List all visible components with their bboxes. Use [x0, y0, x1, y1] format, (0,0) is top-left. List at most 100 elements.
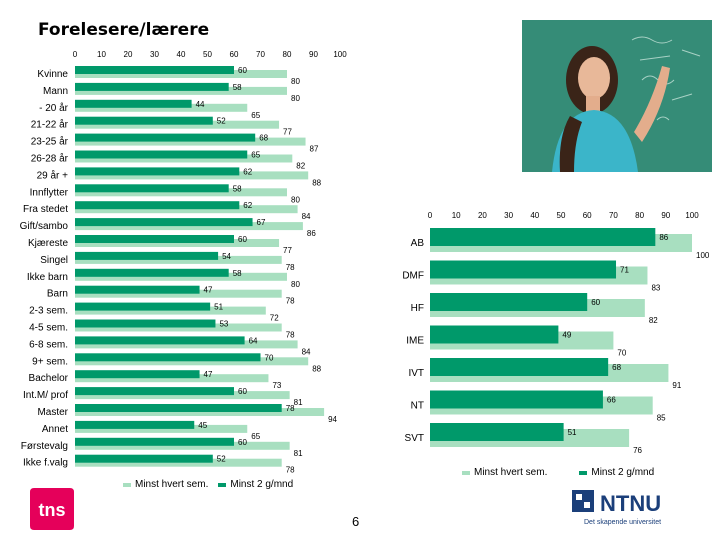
- legend-swatch-minst-hvert-sem: [123, 482, 131, 487]
- bar-minst-2-g-mnd-fra-stedet: [75, 201, 240, 210]
- value-label-minst-2-g-mnd: 52: [217, 117, 226, 126]
- value-label-minst-hvert-sem: 82: [296, 162, 305, 171]
- category-label-20-år: - 20 år: [39, 102, 69, 114]
- bar-minst-2-g-mnd-21-22-år: [75, 116, 213, 125]
- legend-right: Minst hvert sem. Minst 2 g/mnd: [462, 467, 654, 478]
- x-tick-label: 80: [283, 50, 292, 59]
- x-tick-label: 30: [504, 211, 513, 220]
- bar-minst-2-g-mnd-ab: [430, 228, 656, 246]
- x-tick-label: 10: [97, 50, 106, 59]
- value-label-minst-hvert-sem: 91: [672, 381, 681, 390]
- value-label-minst-hvert-sem: 65: [251, 111, 260, 120]
- bar-minst-2-g-mnd-29-år: [75, 167, 240, 176]
- value-label-minst-2-g-mnd: 51: [214, 303, 223, 312]
- value-label-minst-hvert-sem: 81: [294, 398, 303, 407]
- value-label-minst-2-g-mnd: 58: [233, 184, 242, 193]
- value-label-minst-2-g-mnd: 49: [562, 331, 571, 340]
- value-label-minst-hvert-sem: 65: [251, 432, 260, 441]
- value-label-minst-2-g-mnd: 62: [243, 201, 252, 210]
- category-label-21-22-år: 21-22 år: [31, 119, 69, 131]
- x-tick-label: 10: [452, 211, 461, 220]
- value-label-minst-2-g-mnd: 54: [222, 252, 231, 261]
- category-label-23-25-år: 23-25 år: [31, 136, 69, 148]
- value-label-minst-hvert-sem: 76: [633, 446, 642, 455]
- bar-minst-2-g-mnd-barn: [75, 285, 200, 294]
- bar-minst-2-g-mnd-dmf: [430, 260, 617, 279]
- bar-minst-2-g-mnd-2-3-sem: [75, 302, 211, 311]
- category-label-mann: Mann: [43, 86, 68, 97]
- x-tick-label: 40: [530, 211, 539, 220]
- category-label-master: Master: [37, 407, 68, 418]
- bar-minst-2-g-mnd-bachelor: [75, 370, 200, 379]
- x-tick-label: 0: [73, 50, 78, 59]
- bar-minst-2-g-mnd-hf: [430, 293, 588, 311]
- x-tick-label: 70: [256, 50, 265, 59]
- bar-minst-2-g-mnd-26-28-år: [75, 150, 248, 159]
- bar-minst-2-g-mnd-ime: [430, 325, 559, 344]
- bar-minst-2-g-mnd-førstevalg: [75, 437, 234, 446]
- value-label-minst-2-g-mnd: 78: [286, 404, 295, 413]
- legend-swatch-minst-2-g-mnd: [579, 470, 588, 475]
- value-label-minst-hvert-sem: 70: [617, 349, 626, 358]
- x-tick-label: 0: [428, 211, 433, 220]
- value-label-minst-hvert-sem: 83: [651, 284, 660, 293]
- value-label-minst-2-g-mnd: 71: [620, 266, 629, 275]
- value-label-minst-2-g-mnd: 65: [251, 151, 260, 160]
- x-tick-label: 50: [203, 50, 212, 59]
- category-label-bachelor: Bachelor: [29, 373, 69, 384]
- legend-swatch-minst-2-g-mnd: [218, 482, 227, 487]
- value-label-minst-hvert-sem: 87: [310, 145, 319, 154]
- value-label-minst-2-g-mnd: 44: [196, 100, 205, 109]
- bar-minst-2-g-mnd-innflytter: [75, 184, 229, 193]
- value-label-minst-2-g-mnd: 52: [217, 455, 226, 464]
- value-label-minst-hvert-sem: 82: [649, 316, 658, 325]
- bar-minst-2-g-mnd-6-8-sem: [75, 336, 245, 345]
- bar-minst-2-g-mnd-ikke-barn: [75, 268, 229, 277]
- category-label-ikke-barn: Ikke barn: [27, 272, 68, 283]
- value-label-minst-hvert-sem: 80: [291, 195, 300, 204]
- value-label-minst-hvert-sem: 78: [286, 331, 295, 340]
- bar-minst-2-g-mnd-4-5-sem: [75, 319, 216, 328]
- value-label-minst-hvert-sem: 77: [283, 128, 292, 137]
- value-label-minst-2-g-mnd: 60: [238, 66, 247, 75]
- legend-label-minst-2-g-mnd: Minst 2 g/mnd: [591, 467, 655, 478]
- bar-minst-2-g-mnd-23-25-år: [75, 133, 256, 142]
- category-label-ab: AB: [411, 238, 425, 249]
- value-label-minst-hvert-sem: 94: [328, 415, 337, 424]
- x-tick-label: 70: [609, 211, 618, 220]
- legend-label-minst-2-g-mnd: Minst 2 g/mnd: [230, 479, 294, 490]
- legend-left: Minst hvert sem. Minst 2 g/mnd: [123, 479, 293, 490]
- value-label-minst-hvert-sem: 88: [312, 364, 321, 373]
- value-label-minst-2-g-mnd: 86: [659, 233, 668, 242]
- value-label-minst-hvert-sem: 78: [286, 263, 295, 272]
- bar-minst-2-g-mnd-mann: [75, 82, 229, 91]
- category-label-singel: Singel: [40, 255, 68, 266]
- category-label-29-år: 29 år +: [37, 169, 69, 181]
- bar-minst-2-g-mnd-kvinne: [75, 66, 234, 74]
- bar-minst-2-g-mnd-svt: [430, 423, 564, 441]
- bar-minst-2-g-mnd-20-år: [75, 99, 192, 108]
- bar-minst-2-g-mnd-annet: [75, 420, 195, 429]
- value-label-minst-2-g-mnd: 47: [204, 370, 213, 379]
- value-label-minst-2-g-mnd: 68: [612, 363, 621, 372]
- value-label-minst-2-g-mnd: 58: [233, 269, 242, 278]
- category-label-annet: Annet: [42, 424, 68, 435]
- value-label-minst-hvert-sem: 77: [283, 246, 292, 255]
- x-tick-label: 60: [583, 211, 592, 220]
- value-label-minst-2-g-mnd: 60: [591, 298, 600, 307]
- ntnu-logo-tagline: Det skapende universitet: [584, 519, 661, 526]
- x-tick-label: 50: [557, 211, 566, 220]
- value-label-minst-2-g-mnd: 67: [257, 218, 266, 227]
- value-label-minst-hvert-sem: 73: [272, 381, 281, 390]
- value-label-minst-2-g-mnd: 60: [238, 438, 247, 447]
- value-label-minst-2-g-mnd: 51: [568, 428, 577, 437]
- value-label-minst-hvert-sem: 100: [696, 251, 710, 260]
- legend-swatch-minst-hvert-sem: [462, 470, 470, 475]
- x-tick-label: 90: [661, 211, 670, 220]
- bar-minst-2-g-mnd-int-m-prof: [75, 387, 234, 396]
- x-tick-label: 60: [230, 50, 239, 59]
- value-label-minst-hvert-sem: 88: [312, 178, 321, 187]
- x-tick-label: 20: [124, 50, 133, 59]
- value-label-minst-hvert-sem: 85: [657, 414, 666, 423]
- bar-minst-2-g-mnd-singel: [75, 251, 219, 260]
